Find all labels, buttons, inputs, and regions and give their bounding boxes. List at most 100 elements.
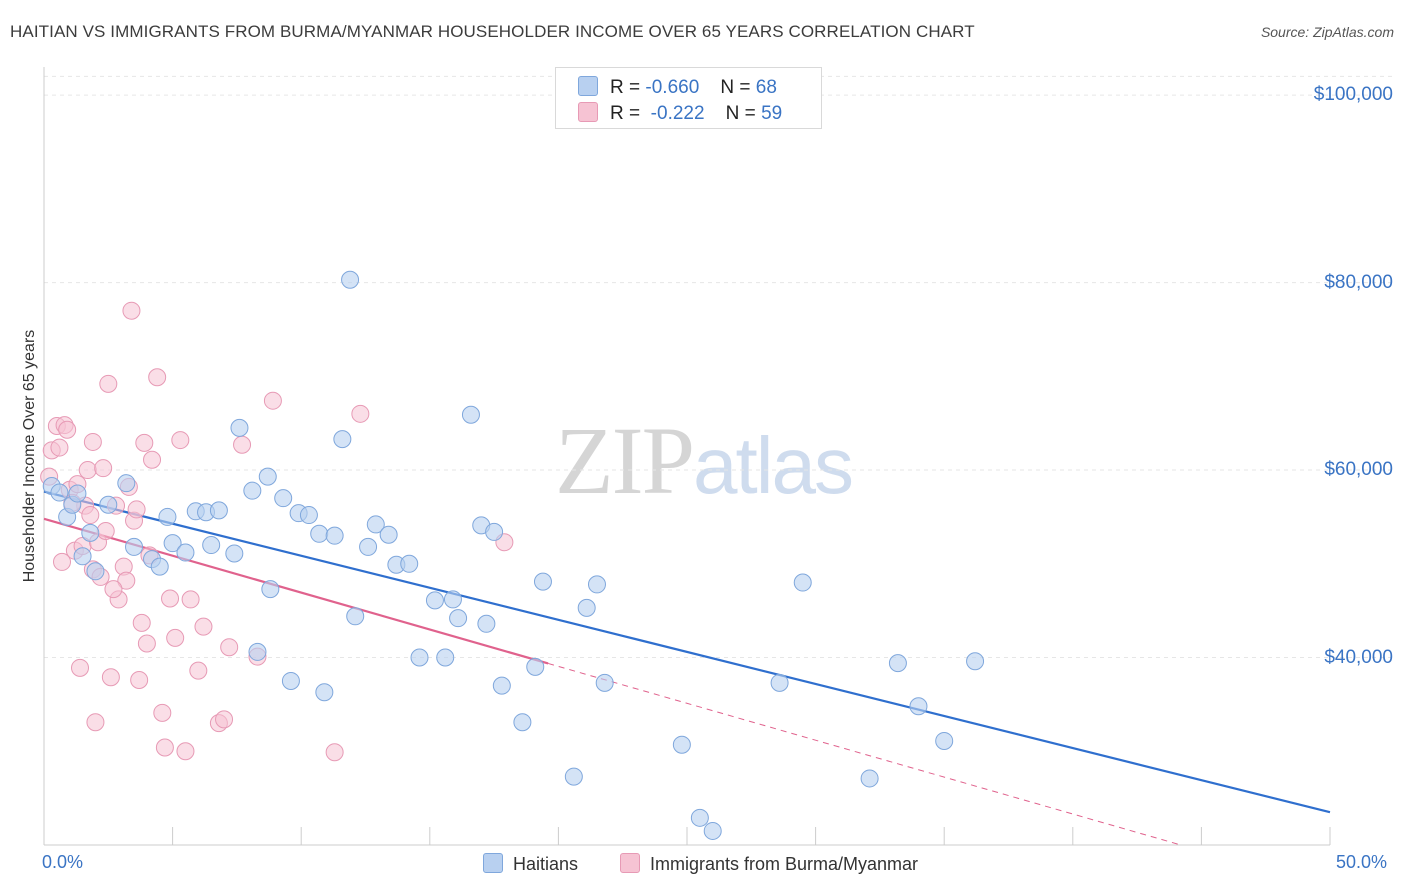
trend-lines <box>43 490 1331 846</box>
burma-point <box>53 552 72 571</box>
legend-row-burma: R = -0.222 N = 59 <box>578 102 782 124</box>
haitian-point <box>436 648 455 667</box>
burma-point <box>153 703 172 722</box>
haitian-point <box>966 652 985 671</box>
haitian-point <box>477 614 496 633</box>
haitian-point <box>248 642 267 661</box>
haitian-point <box>202 536 221 555</box>
correlation-legend: R = -0.660 N = 68 R = -0.222 N = 59 <box>555 67 822 129</box>
gridlines <box>44 75 1392 659</box>
haitian-point <box>310 524 329 543</box>
haitian-point <box>690 808 709 827</box>
burma-point <box>137 634 156 653</box>
haitian-point <box>703 821 722 840</box>
source-credit: Source: ZipAtlas.com <box>1260 24 1394 40</box>
haitian-point <box>587 575 606 594</box>
haitian-point <box>533 572 552 591</box>
burma-point <box>71 658 90 677</box>
haitian-point <box>50 483 69 502</box>
legend-row-haitians: R = -0.660 N = 68 <box>578 76 777 98</box>
haitian-point <box>333 430 352 449</box>
haitian-point <box>909 697 928 716</box>
haitian-point <box>209 501 228 520</box>
burma-point <box>127 500 146 519</box>
haitian-point <box>443 590 462 609</box>
burma-point <box>104 580 123 599</box>
haitian-point <box>461 405 480 424</box>
haitian-point <box>243 481 262 500</box>
haitian-point <box>935 731 954 750</box>
burma-point <box>215 710 234 729</box>
haitian-point <box>117 474 136 493</box>
burma-point <box>132 613 151 632</box>
burma-point <box>96 521 115 540</box>
burma-point <box>117 571 136 590</box>
haitian-point <box>163 534 182 553</box>
burma-point <box>161 589 180 608</box>
haitian-point <box>485 522 504 541</box>
haitian-point <box>888 654 907 673</box>
y-tick-label: $60,000 <box>1324 459 1393 481</box>
y-tick-label: $100,000 <box>1313 84 1393 106</box>
haitian-point <box>526 657 545 676</box>
burma-point <box>130 671 149 690</box>
haitian-point <box>366 515 385 534</box>
burma-point <box>78 461 97 480</box>
haitian-point <box>81 523 100 542</box>
haitian-point <box>346 607 365 626</box>
haitian-point <box>86 562 105 581</box>
haitian-point <box>99 495 118 514</box>
haitian-point <box>793 573 812 592</box>
legend-swatch-blue <box>578 76 598 96</box>
burma-point <box>58 420 77 439</box>
burma-point <box>86 713 105 732</box>
legend-item-burma: Immigrants from Burma/Myanmar <box>620 853 918 875</box>
haitian-point <box>410 648 429 667</box>
haitian-point <box>564 767 583 786</box>
haitian-point <box>860 769 879 788</box>
haitian-point <box>230 418 249 437</box>
haitian-point <box>770 673 789 692</box>
legend-item-haitians: Haitians <box>483 853 578 875</box>
haitian-point <box>73 547 92 566</box>
burma-point <box>176 742 195 761</box>
burma-point <box>233 435 252 454</box>
burma-point <box>99 374 118 393</box>
legend-n-burma: 59 <box>761 103 783 124</box>
haitian-point <box>150 557 169 576</box>
legend-n-haitians: 68 <box>755 77 777 98</box>
legend-swatch-pink <box>578 102 598 122</box>
burma-point <box>101 668 120 687</box>
haitian-point <box>672 735 691 754</box>
haitian-point <box>492 676 511 695</box>
haitian-point <box>68 484 87 503</box>
burma-point <box>189 661 208 680</box>
burma-point <box>194 617 213 636</box>
haitian-point <box>261 580 280 599</box>
haitian-point <box>379 525 398 544</box>
burma-point <box>135 433 154 452</box>
legend-swatch-haitians <box>483 853 503 873</box>
burma-point <box>50 438 69 457</box>
haitian-point <box>577 598 596 617</box>
x-tick-min: 0.0% <box>42 852 84 872</box>
haitian-point <box>341 270 360 289</box>
trend-line-burma-extrapolated <box>547 662 1181 846</box>
chart-title: HAITIAN VS IMMIGRANTS FROM BURMA/MYANMAR… <box>10 22 975 41</box>
burma-point <box>143 450 162 469</box>
haitian-point <box>281 671 300 690</box>
haitian-point <box>315 683 334 702</box>
burma-point <box>181 590 200 609</box>
haitian-point <box>125 537 144 556</box>
legend-r-burma: -0.222 <box>650 103 705 124</box>
haitian-point <box>274 489 293 508</box>
haitian-point <box>359 537 378 556</box>
burma-point <box>166 628 185 647</box>
burma-point <box>81 506 100 525</box>
y-axis-label: Householder Income Over 65 years <box>21 329 38 583</box>
burma-point <box>351 404 370 423</box>
y-tick-label: $80,000 <box>1324 271 1393 293</box>
legend-swatch-burma <box>620 853 640 873</box>
haitian-point <box>400 554 419 573</box>
